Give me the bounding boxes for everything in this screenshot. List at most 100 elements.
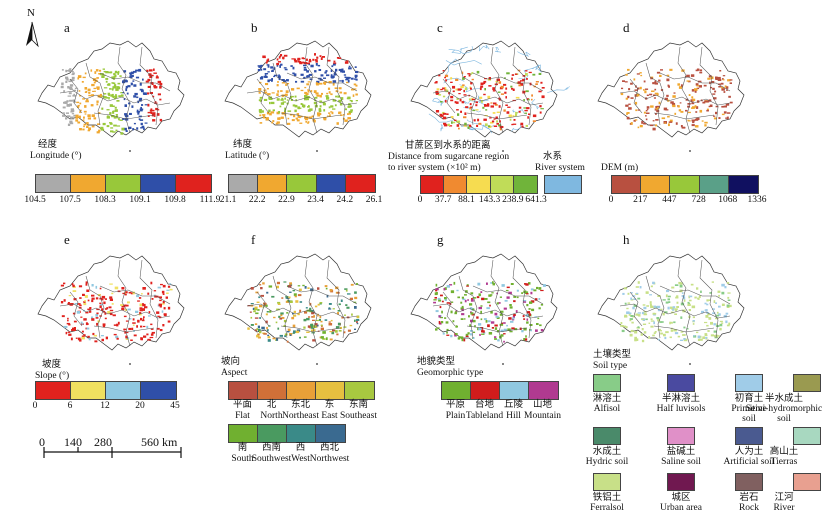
sugarcane-pixel — [626, 116, 630, 120]
sugarcane-pixel — [636, 93, 640, 97]
sugarcane-pixel — [513, 300, 516, 303]
sugarcane-pixel — [704, 124, 707, 127]
sugarcane-pixel — [344, 288, 348, 290]
sugarcane-pixel — [528, 71, 532, 74]
sugarcane-pixel — [444, 298, 447, 301]
city-boundary — [93, 112, 155, 120]
sugarcane-pixel — [650, 77, 653, 80]
sugarcane-pixel — [464, 122, 467, 125]
sugarcane-pixel — [506, 286, 510, 289]
sugarcane-pixel — [264, 91, 268, 94]
sugarcane-pixel — [704, 333, 708, 336]
sugarcane-pixel — [646, 94, 649, 96]
sugarcane-pixel — [60, 301, 64, 304]
sugarcane-pixel — [526, 293, 529, 295]
sugarcane-pixel — [323, 81, 326, 85]
sugarcane-pixel — [283, 319, 287, 323]
sugarcane-pixel — [348, 67, 352, 70]
sugarcane-pixel — [254, 323, 258, 325]
sugarcane-pixel — [708, 105, 711, 108]
sugarcane-pixel — [433, 301, 436, 304]
sugarcane-pixel — [70, 116, 74, 119]
sugarcane-pixel — [282, 56, 285, 59]
sugarcane-pixel — [653, 97, 656, 99]
soil-label-en: Hydric soil — [585, 457, 629, 467]
sugarcane-pixel — [525, 124, 528, 127]
sugarcane-pixel — [74, 87, 77, 89]
sugarcane-pixel — [317, 114, 321, 117]
sugarcane-pixel — [304, 98, 307, 101]
sugarcane-pixel — [127, 301, 130, 304]
sugarcane-pixel — [141, 308, 145, 311]
sugarcane-pixel — [480, 305, 483, 307]
sugarcane-pixel — [670, 321, 673, 324]
geomorph-label-cn: 丘陵 — [503, 400, 523, 410]
sugarcane-pixel — [726, 116, 729, 120]
sugarcane-pixel — [114, 74, 117, 78]
sugarcane-pixel — [637, 312, 641, 314]
sugarcane-pixel — [150, 74, 154, 77]
sugarcane-pixel — [444, 99, 447, 103]
longitude-title-en: Longitude (°) — [30, 151, 82, 161]
sugarcane-pixel — [696, 87, 700, 90]
sugarcane-pixel — [116, 337, 119, 340]
sugarcane-pixel — [268, 325, 271, 327]
sugarcane-pixel — [665, 294, 668, 298]
sugarcane-pixel — [625, 97, 628, 100]
sugarcane-pixel — [100, 335, 104, 337]
sugarcane-pixel — [673, 321, 676, 324]
geomorph-label-en: Mountain — [524, 411, 561, 421]
sugarcane-pixel — [697, 338, 701, 341]
sugarcane-pixel — [509, 118, 512, 121]
sugarcane-pixel — [278, 315, 281, 318]
sugarcane-pixel — [522, 301, 527, 303]
sugarcane-pixel — [451, 121, 453, 124]
sugarcane-pixel — [83, 125, 85, 128]
sugarcane-pixel — [332, 83, 335, 86]
sugarcane-pixel — [513, 119, 516, 121]
sugarcane-pixel — [491, 292, 494, 294]
sugarcane-pixel — [480, 310, 482, 314]
sugarcane-pixel — [312, 329, 316, 332]
sugarcane-pixel — [61, 315, 65, 318]
sugarcane-pixel — [101, 308, 104, 311]
slope-title-cn: 坡度 — [42, 360, 62, 370]
sugarcane-pixel — [484, 123, 488, 127]
sugarcane-pixel — [634, 338, 639, 341]
longitude-swatch — [36, 175, 71, 192]
sugarcane-pixel — [704, 121, 708, 124]
sugarcane-pixel — [286, 99, 289, 101]
sugarcane-pixel — [123, 127, 127, 131]
sugarcane-pixel — [450, 310, 453, 314]
sugarcane-pixel — [133, 122, 136, 125]
latitude-tick: 21.1 — [219, 195, 237, 205]
sugarcane-pixel — [96, 131, 100, 134]
sugarcane-pixel — [668, 121, 673, 123]
sugarcane-pixel — [526, 318, 529, 321]
sugarcane-pixel — [515, 310, 518, 313]
sugarcane-pixel — [525, 90, 529, 93]
river-line — [547, 86, 570, 93]
sugarcane-pixel — [94, 340, 98, 343]
sugarcane-pixel — [332, 108, 336, 110]
soil-title-en: Soil type — [593, 361, 628, 371]
sugarcane-pixel — [721, 283, 725, 287]
sugarcane-pixel — [463, 338, 466, 342]
sugarcane-pixel — [129, 72, 133, 74]
sugarcane-pixel — [512, 123, 517, 125]
sugarcane-pixel — [691, 119, 696, 122]
aspect-swatch — [287, 425, 316, 442]
sugarcane-pixel — [276, 111, 280, 115]
sugarcane-pixel — [635, 286, 639, 288]
sugarcane-pixel — [306, 70, 309, 73]
latitude-title-en: Latitude (°) — [225, 151, 270, 161]
sugarcane-pixel — [354, 306, 357, 309]
soil-label-en: Artificial soil — [723, 457, 775, 467]
sugarcane-pixel — [442, 111, 445, 114]
sugarcane-pixel — [460, 318, 464, 320]
sugarcane-pixel — [541, 87, 545, 89]
sugarcane-pixel — [457, 113, 460, 116]
sugarcane-pixel — [521, 330, 524, 333]
sugarcane-pixel — [290, 65, 293, 67]
sugarcane-pixel — [525, 70, 528, 72]
